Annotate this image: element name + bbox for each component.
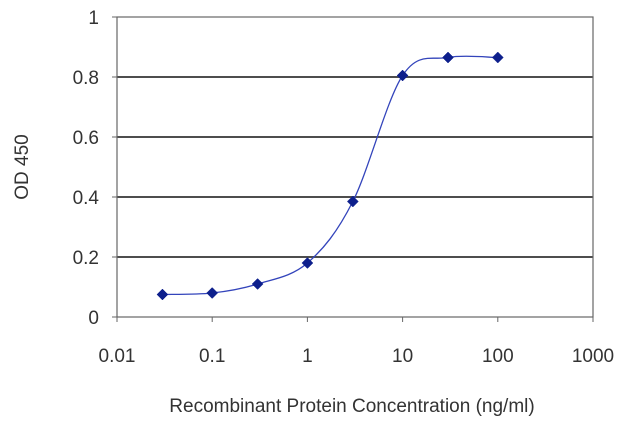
data-point-2 — [251, 278, 264, 290]
x-axis-title: Recombinant Protein Concentration (ng/ml… — [169, 396, 534, 417]
y-tick-label-1: 0.2 — [73, 248, 99, 269]
x-tick-label-3: 10 — [392, 346, 413, 367]
axes — [116, 16, 594, 318]
y-tick-label-3: 0.6 — [73, 128, 99, 149]
y-axis-title: OD 450 — [12, 134, 33, 199]
data-point-0 — [156, 288, 169, 301]
y-axis-ticks: 0 0.2 0.4 0.6 0.8 1 — [73, 8, 117, 329]
data-point-4 — [346, 195, 359, 208]
data-points — [156, 51, 504, 301]
x-tick-label-5: 1000 — [572, 346, 614, 367]
x-tick-label-1: 0.1 — [199, 346, 225, 367]
y-tick-label-0: 0 — [88, 308, 99, 329]
y-tick-label-5: 1 — [88, 8, 99, 29]
data-point-6 — [442, 51, 454, 64]
data-point-5 — [396, 69, 409, 82]
data-point-1 — [206, 287, 219, 299]
y-tick-label-2: 0.4 — [73, 188, 100, 209]
gridlines — [117, 76, 593, 258]
plot-frame — [116, 16, 594, 318]
data-point-3 — [301, 257, 314, 269]
series-curve — [162, 55, 498, 296]
y-tick-label-4: 0.8 — [73, 68, 99, 89]
x-axis-ticks: 0.01 0.1 1 10 100 1000 — [99, 317, 614, 367]
x-tick-label-2: 1 — [302, 346, 313, 367]
x-tick-label-0: 0.01 — [99, 346, 136, 367]
data-point-7 — [491, 51, 504, 64]
x-tick-label-4: 100 — [482, 346, 514, 367]
